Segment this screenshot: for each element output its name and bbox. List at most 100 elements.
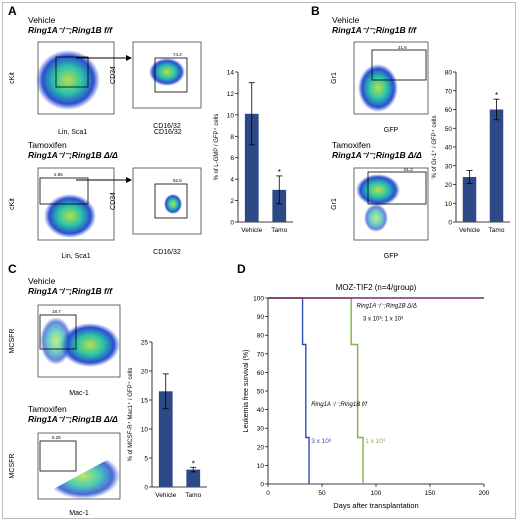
x-tick-label: 150 [425,490,436,497]
y-tick-label: 6 [230,155,234,162]
category-label: Vehicle [241,227,262,234]
y-tick-label: 10 [141,427,149,434]
chart-title: MOZ-TIF2 (n=4/group) [336,283,417,292]
flow-c-tamo: 5.28 MCSFR Mac-1 [9,432,121,517]
y-tick-label: 14 [227,70,235,77]
a-vehicle-genotype: Ring1A⁻/⁻;Ring1B f/f [28,25,113,35]
y-tick-label: 20 [257,444,265,451]
bar-chart-b: 0 10 20 30 40 50 60 70 80 Vehicle * Tamo % of Gr-1⁺ … [431,70,510,234]
c-vehicle-gate: 18.7 [52,309,61,314]
flow-b-tamo: 61.2 Gr1 GFP [331,167,429,260]
b-tamo-gate: 61.2 [404,167,413,172]
y-tick-label: 0 [448,220,452,227]
y-tick-label: 50 [257,389,265,396]
c-vehicle-title: Vehicle [28,276,56,286]
c-tamo-gate: 5.28 [52,435,61,440]
b-tamo-ylabel: Gr1 [331,198,338,210]
y-tick-label: 30 [445,163,453,170]
c-vehicle-genotype: Ring1A⁻/⁻;Ring1B f/f [28,286,113,296]
panel-label-b: B [311,4,320,18]
y-tick-label: 25 [141,340,149,347]
a-tamo-gate-right: 82.6 [173,178,182,183]
y-axis-label: % of MCSF-R⁺ Mac1⁺ / GFP⁺ cells [127,368,134,462]
c-tamo-ylabel: MCSFR [9,454,16,479]
y-tick-label: 10 [227,112,235,119]
c-vehicle-ylabel: MCSFR [9,329,16,354]
y-tick-label: 30 [257,426,265,433]
y-tick-label: 40 [445,145,453,152]
x-axis-label: Days after transplantation [333,501,418,510]
c-tamo-header: Tamoxifen Ring1A⁻/⁻;Ring1B Δ/Δ [28,404,118,424]
y-tick-label: 70 [445,88,453,95]
y-tick-label: 70 [257,351,265,358]
survival-line-0 [268,297,310,484]
flow-a-vehicle-lin: cKit [9,41,115,115]
survival-line-1 [268,297,364,484]
bar-chart-c: 0 5 10 15 20 25 Vehicle * Tamo % of MCSF-R⁺ Mac1⁺… [127,340,207,499]
panel-label-c: C [8,262,17,276]
b-vehicle-genotype: Ring1A⁻/⁻;Ring1B f/f [332,25,417,35]
panel-label-d: D [237,262,246,276]
y-tick-label: 0 [144,485,148,492]
a-vehicle-title: Vehicle [28,15,56,25]
b-tamo-genotype: Ring1A⁻/⁻;Ring1B Δ/Δ [332,150,422,160]
bar-vehicle [158,391,173,487]
x-tick-label: 200 [479,490,490,497]
y-tick-label: 40 [257,407,265,414]
a-tamo-gate-left: 2.85 [54,172,63,177]
b-vehicle-header: Vehicle Ring1A⁻/⁻;Ring1B f/f [332,15,416,35]
y-tick-label: 80 [445,70,453,77]
y-tick-label: 60 [257,370,265,377]
b-tamo-xlabel: GFP [384,253,399,260]
a-vehicle-ylabel2: CD34 [110,66,117,84]
y-tick-label: 20 [445,182,453,189]
a-tamo-ylabel2: CD34 [110,192,117,210]
a-vehicle-xlabel2: CD16/32 [153,123,181,130]
y-tick-label: 50 [445,126,453,133]
y-axis-label: Leukemia free survival (%) [243,350,250,433]
a-tamo-title: Tamoxifen [28,140,67,150]
c-tamo-genotype: Ring1A⁻/⁻;Ring1B Δ/Δ [28,414,118,424]
significance-mark: * [192,459,195,468]
a-tamo-header: Tamoxifen Ring1A⁻/⁻;Ring1B Δ/Δ [28,140,118,160]
flow-a-tamo-cd: 82.6 CD34 CD16/32 [110,167,202,256]
bar-tamo [186,469,201,487]
y-axis-label: % of Gr-1⁺ / GFP⁺ cells [431,115,438,178]
y-tick-label: 8 [230,134,234,141]
c-tamo-xlabel: Mac-1 [69,510,89,517]
flow-b-vehicle: 21.6 Gr1 GFP [331,41,429,134]
y-tick-label: 15 [141,398,149,405]
b-vehicle-title: Vehicle [332,15,360,25]
b-vehicle-gate: 21.6 [398,45,407,50]
a-vehicle-gate: 74.2 [173,52,182,57]
annotation-delta: Ring1A⁻/⁻;Ring1B Δ/Δ [357,303,417,309]
y-tick-label: 5 [144,456,148,463]
significance-mark: * [278,168,281,177]
panel-label-a: A [8,4,17,18]
a-vehicle-xlabel: Lin, Sca1 [58,129,88,136]
annotation-delta-doses: 3 x 10³; 1 x 10³ [363,316,403,322]
b-tamo-title: Tamoxifen [332,140,371,150]
y-tick-label: 80 [257,333,265,340]
survival-chart-d: MOZ-TIF2 (n=4/group) 0 10 20 30 40 50 60 70 80 90 1… [243,283,490,510]
c-tamo-title: Tamoxifen [28,404,67,414]
x-tick-label: 50 [318,490,326,497]
annotation-ff: Ring1A⁻/⁻;Ring1B f/f [311,402,368,408]
category-label: Tamo [271,227,287,234]
y-tick-label: 20 [141,369,149,376]
c-vehicle-xlabel: Mac-1 [69,390,89,397]
category-label: Tamo [185,492,201,499]
y-tick-label: 0 [230,220,234,227]
x-tick-label: 0 [266,490,270,497]
y-tick-label: 100 [253,296,264,303]
bar-vehicle [244,113,259,222]
bar-tamo [272,189,287,222]
x-tick-label: 100 [371,490,382,497]
y-tick-label: 60 [445,107,453,114]
bar-chart-a: 0 2 4 6 8 10 12 14 Vehicle * Tamo % of L-GMP / GFP⁺… [213,70,293,234]
flow-a-vehicle-cd: 74.2 CD34 CD16/32 [110,41,202,130]
y-tick-label: 90 [257,314,265,321]
y-tick-label: 2 [230,198,234,205]
a-vehicle-ylabel: cKit [9,72,16,84]
